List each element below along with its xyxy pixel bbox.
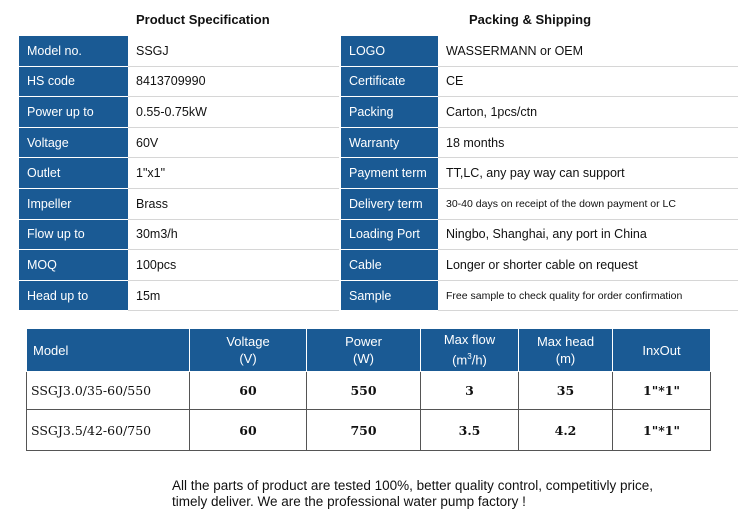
spec-value: 1"x1" <box>136 166 166 181</box>
column-header-max-head: Max head (m) <box>518 328 613 372</box>
cell-model: SSGJ3.5/42-60/750 <box>26 409 190 451</box>
footer-note: All the parts of product are tested 100%… <box>172 478 732 510</box>
spec-key: Head up to <box>19 280 128 312</box>
header-unit-superscript: 3 <box>467 352 472 362</box>
spec-value: 100pcs <box>136 257 177 272</box>
cell-max-head: 35 <box>518 371 613 410</box>
spec-key: Sample <box>341 280 438 312</box>
header-unit: /h) <box>471 352 487 368</box>
spec-value: 30m3/h <box>136 227 178 242</box>
table-row: Packing Carton, 1pcs/ctn <box>341 96 738 128</box>
spec-value: CE <box>446 74 464 89</box>
footer-line-2: timely deliver. We are the professional … <box>172 494 526 509</box>
spec-value: SSGJ <box>136 43 169 58</box>
column-header-model: Model <box>26 328 190 372</box>
spec-key: Certificate <box>341 66 438 98</box>
spec-key: Payment term <box>341 157 438 189</box>
spec-key: Outlet <box>19 157 128 189</box>
cell-inxout: 1"*1" <box>612 409 711 451</box>
table-row: Warranty 18 months <box>341 127 738 159</box>
table-row: Power up to 0.55-0.75kW <box>19 96 339 128</box>
spec-value: TT,LC, any pay way can support <box>446 166 625 181</box>
column-header-voltage: Voltage (V) <box>189 328 307 372</box>
packing-shipping-table: LOGO WASSERMANN or OEM Certificate CE Pack… <box>341 36 738 312</box>
spec-key: Power up to <box>19 96 128 128</box>
header-unit: (V) <box>239 351 257 366</box>
cell-inxout: 1"*1" <box>612 371 711 410</box>
product-specification-heading: Product Specification <box>136 12 270 27</box>
product-spec-table: Model no. SSGJ HS code 8413709990 Power up… <box>19 36 339 312</box>
table-row: Voltage 60V <box>19 127 339 159</box>
packing-shipping-heading: Packing & Shipping <box>469 12 592 27</box>
spec-value: Free sample to check quality for order c… <box>446 289 683 302</box>
table-row: Head up to 15m <box>19 280 339 312</box>
header-label: Max head <box>536 334 595 349</box>
table-row: MOQ 100pcs <box>19 249 339 281</box>
table-row: HS code 8413709990 <box>19 66 339 98</box>
table-header-row: Model Voltage (V) Power (W) Max flow (m3/h)… <box>26 328 711 372</box>
cell-max-flow: 3 <box>420 371 519 410</box>
table-row: SSGJ3.5/42-60/750 60 750 3.5 4.2 1"*1" <box>26 409 711 451</box>
table-row: Certificate CE <box>341 66 738 98</box>
column-header-power: Power (W) <box>306 328 421 372</box>
spec-value: Longer or shorter cable on request <box>446 257 638 272</box>
header-label: Max flow <box>443 332 496 348</box>
table-row: Loading Port Ningbo, Shanghai, any port i… <box>341 219 738 251</box>
footer-line-1: All the parts of product are tested 100%… <box>172 478 653 493</box>
cell-power: 550 <box>306 371 421 410</box>
spec-key: MOQ <box>19 249 128 281</box>
spec-value: 30-40 days on receipt of the down paymen… <box>446 197 676 210</box>
spec-value: Brass <box>136 196 168 211</box>
table-row: Cable Longer or shorter cable on request <box>341 249 738 281</box>
header-unit: (m) <box>555 351 576 366</box>
table-row: Outlet 1"x1" <box>19 157 339 189</box>
spec-value: WASSERMANN or OEM <box>446 43 584 58</box>
table-row: Impeller Brass <box>19 188 339 220</box>
table-row: Sample Free sample to check quality for o… <box>341 280 738 312</box>
spec-value: Carton, 1pcs/ctn <box>446 104 538 119</box>
spec-key: Packing <box>341 96 438 128</box>
spec-value: Ningbo, Shanghai, any port in China <box>446 227 647 242</box>
cell-model: SSGJ3.0/35-60/550 <box>26 371 190 410</box>
cell-voltage: 60 <box>189 371 307 410</box>
model-comparison-table: Model Voltage (V) Power (W) Max flow (m3/h)… <box>26 328 711 451</box>
spec-key: Flow up to <box>19 219 128 251</box>
spec-key: Impeller <box>19 188 128 220</box>
spec-key: Delivery term <box>341 188 438 220</box>
spec-value: 0.55-0.75kW <box>136 104 207 119</box>
cell-voltage: 60 <box>189 409 307 451</box>
spec-value: 15m <box>136 288 161 303</box>
spec-value: 60V <box>136 135 159 150</box>
column-header-inxout: InxOut <box>612 328 711 372</box>
table-row: Flow up to 30m3/h <box>19 219 339 251</box>
table-row: Delivery term 30-40 days on receipt of th… <box>341 188 738 220</box>
table-row: SSGJ3.0/35-60/550 60 550 3 35 1"*1" <box>26 371 711 410</box>
header-label: Power <box>345 334 382 349</box>
header-unit: (W) <box>353 351 374 366</box>
spec-value: 18 months <box>446 135 505 150</box>
table-row: Payment term TT,LC, any pay way can suppo… <box>341 157 738 189</box>
cell-max-flow: 3.5 <box>420 409 519 451</box>
spec-value: 8413709990 <box>136 74 206 89</box>
cell-max-head: 4.2 <box>518 409 613 451</box>
spec-key: Model no. <box>19 36 128 67</box>
spec-key: Voltage <box>19 127 128 159</box>
cell-power: 750 <box>306 409 421 451</box>
table-row: Model no. SSGJ <box>19 36 339 67</box>
spec-key: Cable <box>341 249 438 281</box>
spec-key: Warranty <box>341 127 438 159</box>
spec-key: HS code <box>19 66 128 98</box>
header-unit: (m <box>452 352 468 368</box>
spec-key: LOGO <box>341 36 438 67</box>
column-header-max-flow: Max flow (m3/h) <box>420 328 519 372</box>
header-label: Voltage <box>226 334 270 349</box>
table-row: LOGO WASSERMANN or OEM <box>341 36 738 67</box>
spec-key: Loading Port <box>341 219 438 251</box>
